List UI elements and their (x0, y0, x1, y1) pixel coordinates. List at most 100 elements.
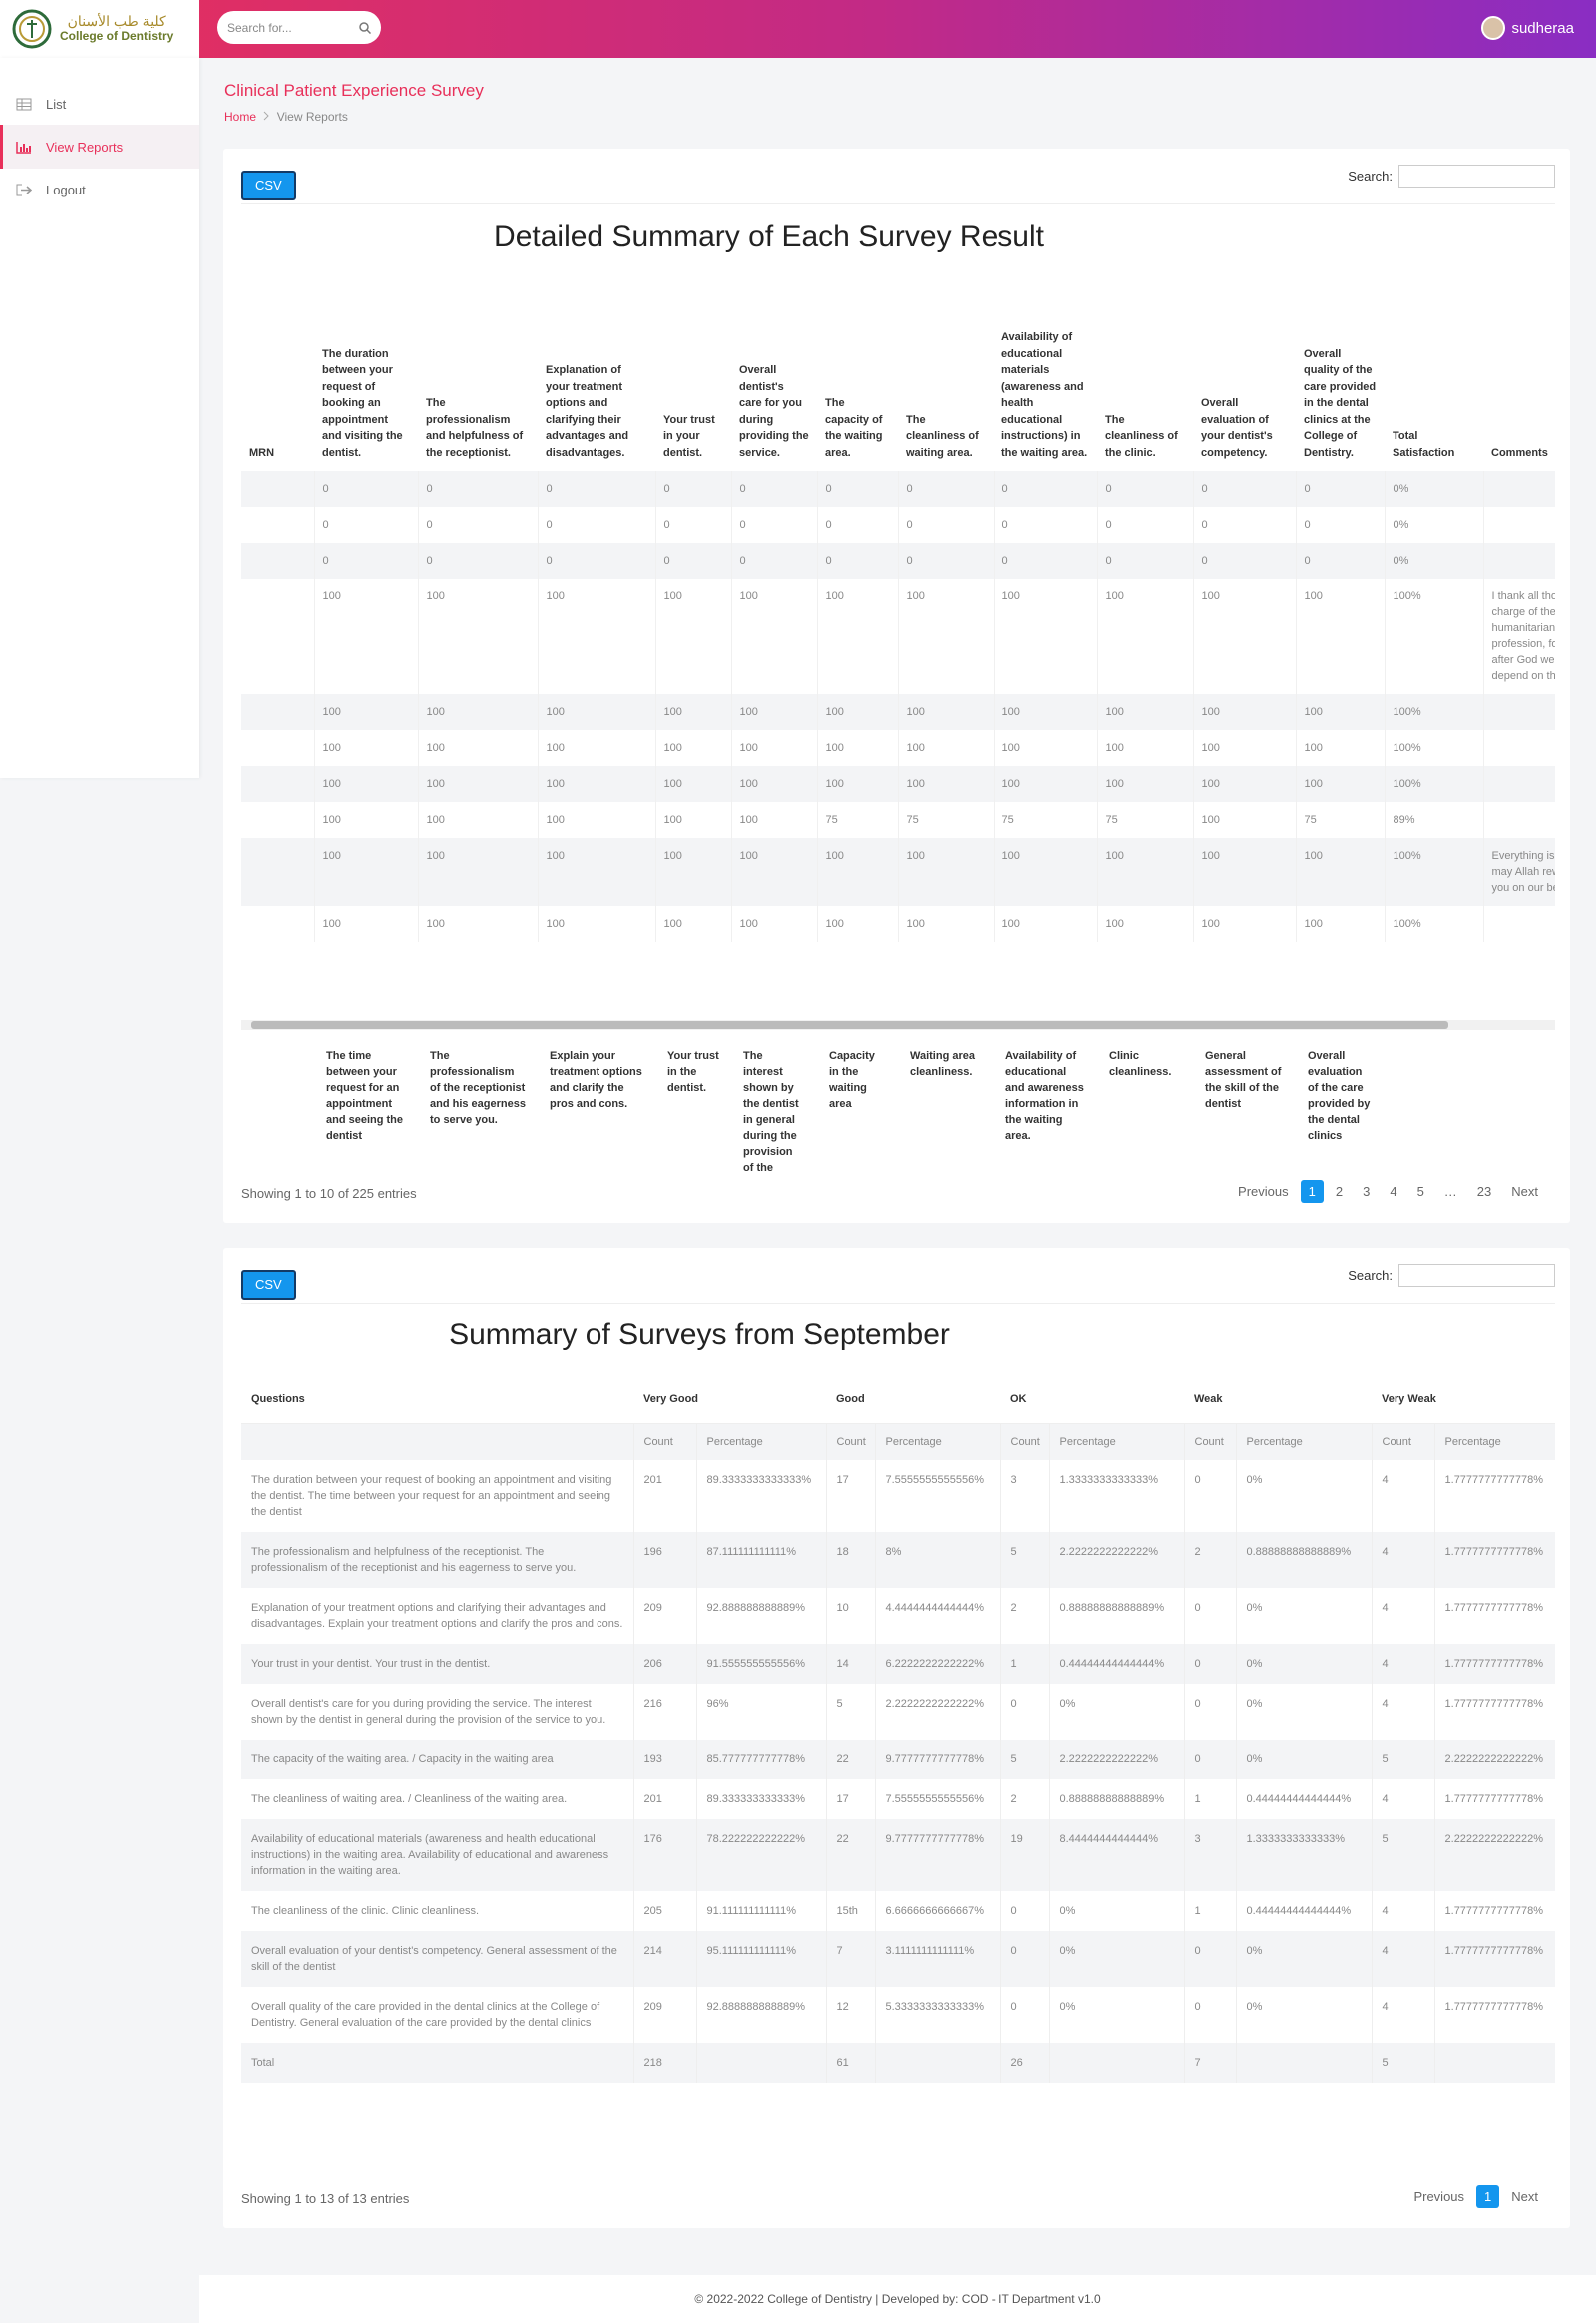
page-button[interactable]: 3 (1363, 1184, 1371, 1199)
score-cell: 100 (418, 766, 539, 802)
table-row: The cleanliness of the clinic. Clinic cl… (241, 1890, 1555, 1931)
score-cell: 100 (538, 730, 656, 766)
percentage-cell: 0.88888888888889% (1236, 1531, 1373, 1588)
count-cell: 19 (1000, 1818, 1050, 1891)
score-cell: 0 (898, 507, 995, 543)
search-input[interactable] (1398, 1264, 1555, 1287)
table-head: Questions Very Good Good OK Weak Very Weak (241, 1375, 1555, 1424)
page-button[interactable]: 1 (1476, 2185, 1500, 2208)
score-cell: 100 (731, 906, 818, 942)
column-header[interactable]: The cleanliness of the clinic. (1105, 413, 1178, 459)
column-header[interactable]: Explanation of your treatment options an… (546, 364, 629, 459)
score-cell: 100 (731, 579, 818, 694)
csv-button[interactable]: CSV (241, 1270, 296, 1300)
page-button[interactable]: 2 (1335, 1184, 1344, 1199)
score-cell: 100 (314, 730, 419, 766)
column-header[interactable]: Overall dentist's care for you during pr… (739, 364, 809, 459)
logo[interactable]: كلية طب الأسنان College of Dentistry (0, 0, 200, 58)
page-button[interactable]: Previous (1413, 2189, 1465, 2204)
comment-cell (1483, 802, 1555, 838)
table-heading: Detailed Summary of Each Survey Result (494, 220, 1044, 253)
total-cell: 0% (1385, 507, 1484, 543)
search-placeholder: Search for... (227, 20, 292, 35)
breadcrumb-link[interactable]: Home (224, 110, 257, 124)
percentage-cell: 1.7777777777778% (1434, 1587, 1555, 1644)
total-cell: 89% (1385, 802, 1484, 838)
score-cell: 100 (538, 579, 656, 694)
page-button[interactable]: 23 (1476, 1184, 1492, 1199)
column-header[interactable]: Comments (1491, 446, 1548, 459)
column-header[interactable]: Your trust in your dentist. (663, 413, 715, 459)
score-cell: 100 (1097, 906, 1194, 942)
count-cell: 201 (633, 1459, 697, 1532)
count-cell: 3 (1000, 1459, 1050, 1532)
group-header[interactable]: Weak (1184, 1375, 1373, 1424)
nav-item[interactable]: List (0, 82, 200, 126)
page-button[interactable]: 4 (1390, 1184, 1397, 1199)
header-row: MRN The duration between your request of … (241, 281, 1555, 471)
score-cell: 0 (1193, 507, 1297, 543)
subheader: Percentage (1049, 1423, 1185, 1460)
question-cell: The cleanliness of the clinic. Clinic cl… (241, 1890, 634, 1931)
score-cell: 0 (817, 471, 899, 507)
search-input[interactable] (1398, 165, 1555, 188)
page-button[interactable]: 1 (1300, 1180, 1324, 1203)
csv-button[interactable]: CSV (241, 171, 296, 200)
scroll-thumb[interactable] (251, 1021, 1448, 1029)
score-cell: 0 (994, 507, 1098, 543)
score-cell: 100 (898, 730, 995, 766)
percentage-cell: 2.2222222222222% (1434, 1739, 1555, 1779)
group-header[interactable]: Good (826, 1375, 1000, 1424)
user-menu[interactable]: sudheraa (1481, 16, 1574, 40)
percentage-cell: 0% (1236, 1587, 1373, 1644)
question-cell: The duration between your request of boo… (241, 1459, 634, 1532)
question-cell: Your trust in your dentist. Your trust i… (241, 1643, 634, 1684)
column-header[interactable]: The professionalism and helpfulness of t… (426, 397, 524, 459)
score-cell: 100 (1193, 730, 1297, 766)
column-header[interactable]: The duration between your request of boo… (322, 347, 403, 459)
page-button[interactable]: Previous (1238, 1184, 1289, 1199)
group-header[interactable]: OK (1000, 1375, 1184, 1424)
page-button[interactable]: 5 (1416, 1184, 1424, 1199)
percentage-cell: 1.7777777777778% (1434, 1778, 1555, 1819)
percentage-cell: 7.5555555555556% (875, 1778, 1001, 1819)
percentage-cell: 85.777777777778% (696, 1739, 827, 1779)
column-header[interactable]: Overall quality of the care provided in … (1304, 347, 1377, 459)
translation-cell: Waiting area cleanliness. (910, 1050, 975, 1078)
score-cell: 0 (898, 471, 995, 507)
search-label: Search: (1348, 169, 1393, 184)
score-cell: 100 (731, 766, 818, 802)
percentage-cell: 0% (1236, 1739, 1373, 1779)
search-field: Search: (1348, 165, 1555, 188)
total-cell: 100% (1385, 694, 1484, 730)
score-cell: 0 (731, 543, 818, 579)
table-row: 100 100 100 100 100 75 75 75 75 100 75 89% (241, 802, 1555, 838)
score-cell: 0 (817, 543, 899, 579)
percentage-cell: 0% (1049, 1890, 1185, 1931)
page-button[interactable]: … (1443, 1184, 1457, 1199)
empty-cell (241, 1423, 634, 1460)
column-header[interactable]: The cleanliness of waiting area. (906, 413, 979, 459)
column-header[interactable]: Questions (241, 1375, 633, 1424)
column-header[interactable]: The capacity of the waiting area. (825, 397, 883, 459)
translation-cell: Explain your treatment options and clari… (550, 1050, 642, 1110)
column-header[interactable]: MRN (249, 446, 275, 459)
column-header[interactable]: Overall evaluation of your dentist's com… (1201, 397, 1273, 459)
nav-item[interactable]: View Reports (0, 125, 200, 169)
table-row: Availability of educational materials (a… (241, 1818, 1555, 1891)
nav-item[interactable]: Logout (0, 168, 200, 211)
total-count: 7 (1184, 2042, 1237, 2083)
page-button[interactable]: Next (1511, 2189, 1538, 2204)
scrollbar[interactable] (241, 1020, 1555, 1030)
column-header[interactable]: Availability of educational materials (a… (1001, 331, 1088, 459)
page-button[interactable]: Next (1511, 1184, 1538, 1199)
group-header[interactable]: Very Weak (1372, 1375, 1555, 1424)
group-header[interactable]: Very Good (633, 1375, 826, 1424)
column-header[interactable]: Total Satisfaction (1393, 430, 1455, 459)
toolbar: CSV Search: (241, 1248, 1555, 1304)
question-cell: Overall quality of the care provided in … (241, 1986, 634, 2043)
percentage-cell: 1.7777777777778% (1434, 1531, 1555, 1588)
search-box[interactable]: Search for... (217, 11, 381, 44)
translation-cell: General assessment of the skill of the d… (1205, 1050, 1282, 1110)
score-cell: 100 (898, 906, 995, 942)
